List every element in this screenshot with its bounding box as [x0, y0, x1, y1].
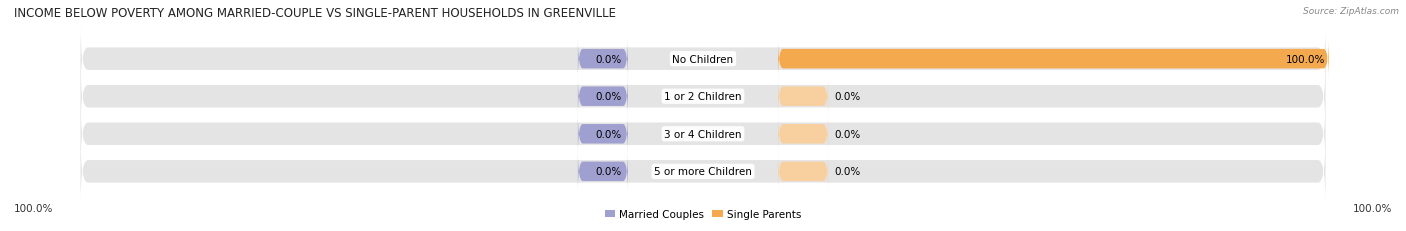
FancyBboxPatch shape	[578, 39, 628, 80]
FancyBboxPatch shape	[578, 151, 628, 192]
FancyBboxPatch shape	[80, 63, 1326, 131]
Text: No Children: No Children	[672, 55, 734, 64]
Text: 0.0%: 0.0%	[595, 92, 621, 102]
Text: INCOME BELOW POVERTY AMONG MARRIED-COUPLE VS SINGLE-PARENT HOUSEHOLDS IN GREENVI: INCOME BELOW POVERTY AMONG MARRIED-COUPL…	[14, 7, 616, 20]
Text: 1 or 2 Children: 1 or 2 Children	[664, 92, 742, 102]
Legend: Married Couples, Single Parents: Married Couples, Single Parents	[600, 205, 806, 224]
Text: 0.0%: 0.0%	[834, 167, 860, 176]
FancyBboxPatch shape	[80, 100, 1326, 168]
FancyBboxPatch shape	[578, 114, 628, 154]
FancyBboxPatch shape	[778, 114, 828, 154]
FancyBboxPatch shape	[578, 77, 628, 117]
Text: 100.0%: 100.0%	[14, 203, 53, 213]
Text: 5 or more Children: 5 or more Children	[654, 167, 752, 176]
Text: 100.0%: 100.0%	[1286, 55, 1326, 64]
Text: 0.0%: 0.0%	[834, 92, 860, 102]
FancyBboxPatch shape	[778, 151, 828, 192]
FancyBboxPatch shape	[778, 77, 828, 117]
Text: 100.0%: 100.0%	[1353, 203, 1392, 213]
FancyBboxPatch shape	[80, 138, 1326, 205]
Text: 0.0%: 0.0%	[595, 129, 621, 139]
Text: Source: ZipAtlas.com: Source: ZipAtlas.com	[1303, 7, 1399, 16]
FancyBboxPatch shape	[778, 39, 1329, 80]
Text: 0.0%: 0.0%	[834, 129, 860, 139]
Text: 0.0%: 0.0%	[595, 167, 621, 176]
Text: 0.0%: 0.0%	[595, 55, 621, 64]
FancyBboxPatch shape	[80, 26, 1326, 93]
Text: 3 or 4 Children: 3 or 4 Children	[664, 129, 742, 139]
